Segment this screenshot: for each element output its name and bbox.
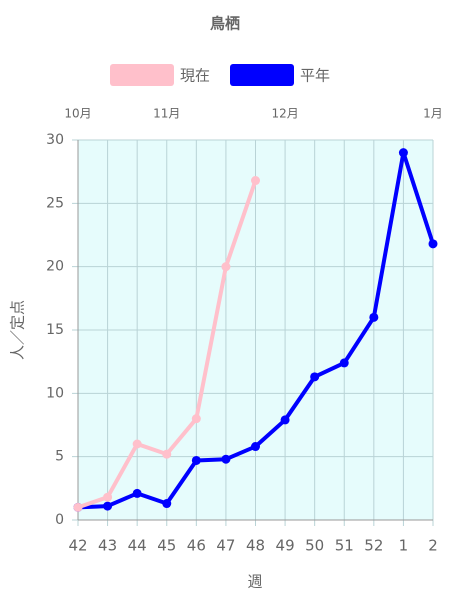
point — [191, 414, 201, 424]
x-tick-label: 48 — [246, 537, 265, 555]
x-tick-label: 1 — [399, 537, 409, 555]
x-tick-label: 44 — [128, 537, 147, 555]
month-label: 1月 — [423, 107, 443, 121]
y-tick-label: 10 — [46, 385, 64, 401]
x-tick-label: 47 — [216, 537, 235, 555]
y-tick-label: 30 — [46, 132, 64, 148]
y-tick-label: 5 — [55, 449, 64, 465]
point — [428, 239, 438, 249]
point — [398, 148, 408, 158]
legend-swatch — [110, 64, 174, 86]
point — [280, 415, 290, 425]
point — [369, 312, 379, 322]
month-label: 10月 — [64, 107, 91, 121]
x-tick-label: 49 — [276, 537, 295, 555]
x-tick-label: 46 — [187, 537, 206, 555]
point — [251, 442, 260, 452]
x-tick-label: 43 — [98, 537, 117, 555]
point — [103, 492, 113, 502]
point — [73, 502, 83, 512]
x-tick-label: 51 — [335, 537, 354, 555]
y-tick-label: 15 — [46, 322, 64, 338]
chart-title: 鳥栖 — [210, 15, 240, 33]
y-axis-title: 人／定点 — [9, 300, 27, 360]
x-tick-label: 2 — [428, 537, 438, 555]
legend-label: 平年 — [300, 67, 330, 85]
x-axis-title: 週 — [247, 573, 262, 591]
point — [162, 449, 172, 459]
point — [103, 501, 113, 511]
point — [132, 488, 142, 498]
month-label: 12月 — [271, 107, 298, 121]
point — [221, 262, 231, 272]
legend-label: 現在 — [180, 67, 210, 85]
point — [339, 358, 349, 368]
point — [191, 455, 201, 465]
y-tick-label: 0 — [55, 512, 64, 528]
x-tick-label: 52 — [364, 537, 383, 555]
point — [132, 439, 142, 449]
month-label: 11月 — [153, 107, 180, 121]
legend-swatch — [230, 64, 294, 86]
point — [310, 372, 320, 382]
x-tick-label: 50 — [305, 537, 324, 555]
y-tick-label: 20 — [46, 259, 64, 275]
point — [221, 454, 231, 464]
point — [162, 499, 172, 509]
x-tick-label: 42 — [68, 537, 87, 555]
x-tick-label: 45 — [157, 537, 176, 555]
point — [251, 176, 260, 186]
y-tick-label: 25 — [46, 195, 64, 211]
